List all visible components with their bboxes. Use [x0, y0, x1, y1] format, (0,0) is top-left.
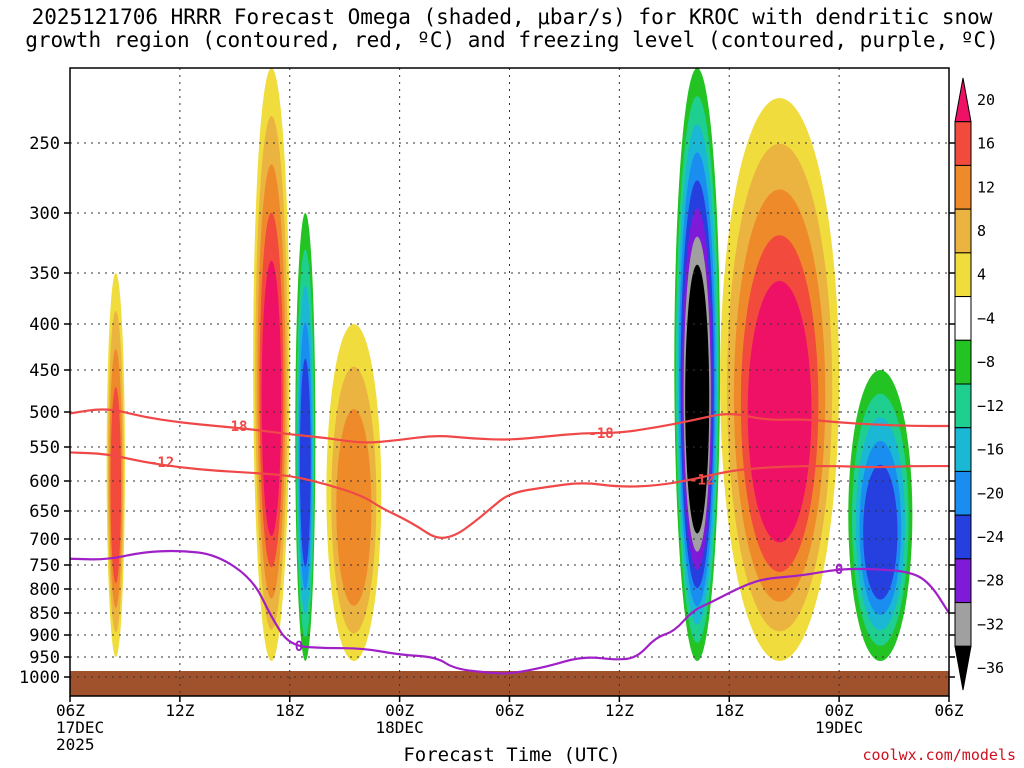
colorbar-label: −4 [977, 309, 995, 327]
colorbar: 20 16 12 8 4 −4 −8 −12 −16 −20 −24 −28 −32 −36 [954, 77, 1004, 691]
colorbar-label: 20 [977, 91, 995, 109]
contour-label-dgz-top-0: -18 [222, 419, 247, 435]
contour-dgz-top [70, 408, 949, 444]
colorbar-swatch-6 [954, 339, 972, 385]
y-tick-label: 1000 [19, 668, 60, 688]
y-tick-label: 400 [29, 315, 60, 335]
title-line-2: growth region (contoured, red, ºC) and f… [25, 28, 999, 52]
colorbar-label: −12 [977, 397, 1004, 415]
omega-region-5-level-4 [747, 280, 812, 543]
x-tick-label: 12Z [605, 701, 634, 720]
chart-title: 2025121706 HRRR Forecast Omega (shaded, … [0, 6, 1024, 52]
y-tick-label: 300 [29, 204, 60, 224]
colorbar-swatch-12 [954, 602, 972, 647]
x-tick-label: 18Z [275, 701, 304, 720]
omega-region-1-level-4 [261, 260, 282, 537]
y-tick-label: 350 [29, 264, 60, 284]
colorbar-label: −32 [977, 615, 1004, 633]
colorbar-swatch-10 [954, 514, 972, 560]
omega-region-3-level-2 [336, 409, 372, 606]
contour-labels: -18 -18 -12 -12 0 0 [149, 419, 843, 655]
colorbar-swatch-11 [954, 558, 972, 604]
y-tick-label: 650 [29, 502, 60, 522]
colorbar-label: 8 [977, 222, 986, 240]
x-tick-label: 17DEC [56, 718, 104, 737]
omega-region-0-level-3 [110, 386, 122, 584]
colorbar-label: −8 [977, 353, 995, 371]
x-tick-label: 00Z [385, 701, 414, 720]
y-tick-label: 450 [29, 361, 60, 381]
colorbar-label: −20 [977, 484, 1004, 502]
y-tick-label: 950 [29, 648, 60, 668]
colorbar-swatch-3 [954, 208, 972, 254]
colorbar-label: −16 [977, 441, 1004, 459]
colorbar-label: −28 [977, 572, 1004, 590]
colorbar-label: −24 [977, 528, 1004, 546]
colorbar-label: 4 [977, 266, 986, 284]
contour-label-dgz-top-1: -18 [588, 426, 613, 442]
omega-region-6-level-4 [863, 464, 898, 600]
colorbar-arrow-top [954, 77, 972, 123]
y-tick-label: 700 [29, 530, 60, 550]
colorbar-swatch-5 [954, 296, 972, 341]
colorbar-label: 16 [977, 135, 995, 153]
y-tick-label: 850 [29, 604, 60, 624]
contour-label-freezing-level-1: 0 [835, 562, 843, 578]
colorbar-swatch-2 [954, 164, 972, 210]
credit-text: coolwx.com/models [862, 746, 1016, 764]
omega-region-4-level-8 [686, 292, 708, 516]
colorbar-swatch-8 [954, 427, 972, 472]
contour-label-dgz-bottom-1: -12 [689, 473, 714, 489]
x-tick-label: 06Z [935, 701, 964, 720]
colorbar-arrow-bottom [954, 645, 972, 691]
y-axis: 2503003504004505005506006507007508008509… [19, 134, 955, 688]
x-tick-label: 2025 [56, 735, 95, 754]
x-tick-label: 18DEC [376, 718, 424, 737]
y-tick-label: 500 [29, 403, 60, 423]
y-tick-label: 550 [29, 438, 60, 458]
x-tick-label: 19DEC [815, 718, 863, 737]
contour-label-dgz-bottom-0: -12 [149, 455, 174, 471]
colorbar-swatch-1 [954, 121, 972, 166]
colorbar-swatch-7 [954, 383, 972, 429]
y-tick-label: 750 [29, 556, 60, 576]
y-tick-label: 600 [29, 472, 60, 492]
y-tick-label: 250 [29, 134, 60, 154]
x-axis-label: Forecast Time (UTC) [403, 744, 621, 766]
x-tick-label: 00Z [825, 701, 854, 720]
contour-lines [70, 408, 949, 675]
x-tick-label: 06Z [495, 701, 524, 720]
colorbar-swatch-4 [954, 252, 972, 298]
omega-shading [106, 68, 913, 661]
contour-label-freezing-level-0: 0 [295, 639, 303, 655]
colorbar-label: 12 [977, 178, 995, 196]
omega-region-2-level-4 [299, 358, 311, 567]
x-tick-label: 18Z [715, 701, 744, 720]
colorbar-swatch-9 [954, 470, 972, 516]
colorbar-label: −36 [977, 659, 1004, 677]
x-tick-label: 06Z [56, 701, 85, 720]
x-tick-label: 12Z [165, 701, 194, 720]
title-line-1: 2025121706 HRRR Forecast Omega (shaded, … [31, 5, 993, 29]
y-tick-label: 800 [29, 580, 60, 600]
contour-freezing-level [70, 549, 949, 675]
y-tick-label: 900 [29, 626, 60, 646]
contour-dgz-bottom [70, 451, 949, 539]
